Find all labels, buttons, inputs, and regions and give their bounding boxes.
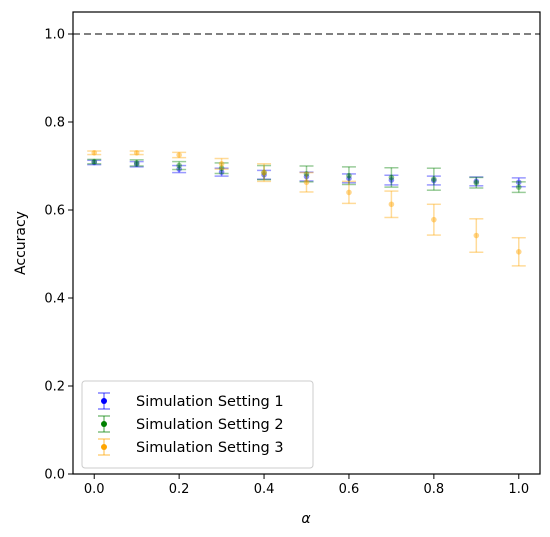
data-point — [303, 173, 310, 180]
series-1 — [87, 159, 526, 188]
y-tick-label: 0.8 — [44, 116, 65, 131]
legend-items: Simulation Setting 1 Simulation Setting 2… — [98, 392, 284, 456]
data-point — [176, 152, 182, 158]
legend-item-3: Simulation Setting 3 — [98, 438, 284, 456]
y-axis: 0.0 0.2 0.4 0.6 0.8 1.0 — [44, 28, 73, 483]
x-axis: 0.0 0.2 0.4 0.6 0.8 1.0 — [84, 474, 529, 497]
data-point — [346, 172, 352, 179]
data-point — [431, 177, 437, 184]
y-tick-label: 0.0 — [44, 468, 65, 483]
data-point — [261, 169, 267, 176]
data-point — [218, 169, 225, 175]
legend-label: Simulation Setting 2 — [136, 417, 284, 433]
y-axis-title: Accuracy — [13, 211, 29, 275]
data-point — [218, 165, 225, 171]
data-point — [133, 150, 140, 156]
legend-label: Simulation Setting 1 — [136, 394, 284, 410]
data-point — [303, 179, 310, 186]
data-point — [515, 249, 522, 255]
x-tick-label: 0.2 — [169, 482, 190, 497]
legend: Simulation Setting 1 Simulation Setting 2… — [81, 380, 314, 469]
data-point — [261, 169, 267, 176]
data-point — [133, 160, 140, 166]
data-point — [346, 175, 352, 182]
legend-marker — [101, 444, 107, 450]
data-point — [176, 162, 182, 169]
plot-content — [73, 33, 540, 267]
plot-frame — [72, 11, 541, 475]
legend-item-1: Simulation Setting 1 — [98, 392, 284, 410]
legend-frame — [81, 380, 314, 469]
x-axis-title: α — [301, 511, 311, 527]
data-point — [261, 172, 267, 178]
data-point — [388, 201, 395, 208]
legend-item-2: Simulation Setting 2 — [98, 415, 284, 433]
data-point — [473, 179, 480, 186]
y-tick-label: 0.4 — [44, 292, 65, 307]
data-point — [473, 178, 480, 185]
y-tick-label: 0.6 — [44, 204, 65, 219]
x-tick-label: 0.0 — [84, 482, 105, 497]
data-point — [388, 174, 395, 181]
data-point — [91, 150, 98, 156]
data-point — [91, 158, 98, 165]
data-point — [218, 161, 225, 167]
data-point — [515, 179, 522, 186]
data-point — [431, 176, 437, 182]
x-tick-label: 0.6 — [339, 482, 360, 497]
x-tick-label: 0.8 — [424, 482, 445, 497]
data-point — [431, 216, 437, 223]
data-point — [346, 189, 352, 196]
legend-label: Simulation Setting 3 — [136, 440, 284, 456]
data-point — [133, 161, 140, 168]
data-point — [388, 177, 395, 183]
y-tick-label: 0.2 — [44, 380, 65, 395]
data-point — [473, 232, 480, 239]
data-point — [515, 184, 522, 190]
series-2 — [87, 158, 526, 194]
y-tick-label: 1.0 — [44, 28, 65, 43]
legend-marker — [101, 421, 107, 427]
series-3 — [87, 150, 526, 267]
x-tick-label: 1.0 — [508, 482, 529, 497]
data-point — [176, 166, 182, 172]
legend-marker — [101, 398, 107, 404]
data-point — [303, 171, 310, 177]
data-point — [91, 159, 98, 166]
x-tick-label: 0.4 — [254, 482, 275, 497]
